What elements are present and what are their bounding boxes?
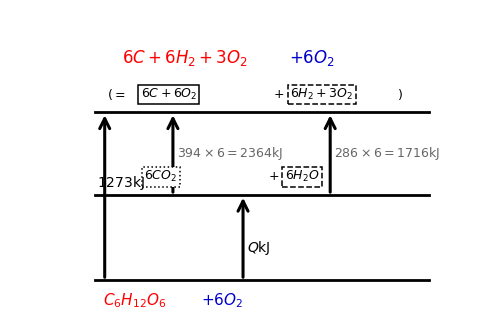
Text: $6H_2 + 3O_2$: $6H_2 + 3O_2$ [290, 87, 353, 102]
Text: $6C + 6O_2$: $6C + 6O_2$ [141, 87, 197, 102]
Text: $)$: $)$ [396, 87, 402, 102]
Text: $+ 6O_2$: $+ 6O_2$ [201, 291, 243, 310]
Text: $+$: $+$ [267, 171, 278, 184]
Text: $(=$: $(=$ [106, 87, 125, 102]
Text: $Q\mathrm{kJ}$: $Q\mathrm{kJ}$ [246, 239, 270, 257]
Text: $+ 6O_2$: $+ 6O_2$ [288, 48, 334, 68]
Text: $6C + 6H_2 + 3O_2$: $6C + 6H_2 + 3O_2$ [122, 48, 247, 68]
Text: $6CO_2$: $6CO_2$ [144, 170, 177, 185]
Text: $394\times6 = 2364\mathrm{kJ}$: $394\times6 = 2364\mathrm{kJ}$ [176, 145, 282, 162]
Text: $+$: $+$ [273, 88, 284, 101]
Text: $C_6H_{12}O_6$: $C_6H_{12}O_6$ [102, 291, 166, 310]
Text: $1273\mathrm{kJ}$: $1273\mathrm{kJ}$ [97, 174, 145, 192]
Text: $286\times6 = 1716\mathrm{kJ}$: $286\times6 = 1716\mathrm{kJ}$ [333, 145, 439, 162]
Text: $6H_2O$: $6H_2O$ [284, 170, 319, 185]
